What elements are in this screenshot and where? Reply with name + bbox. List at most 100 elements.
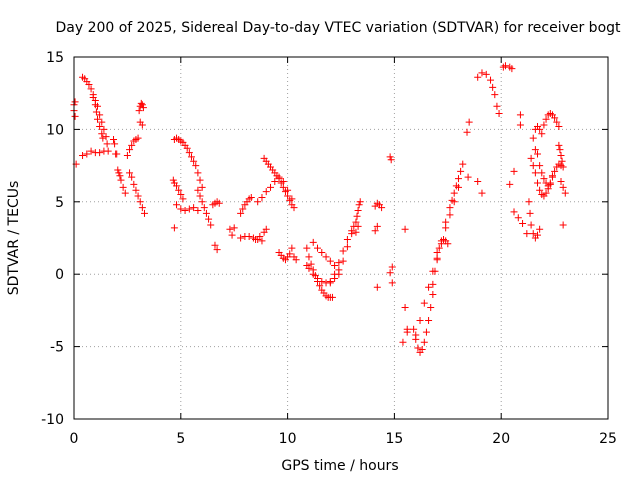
data-point [213, 246, 221, 254]
data-point [387, 156, 395, 164]
data-point [288, 244, 296, 252]
data-point [181, 206, 189, 214]
data-point [548, 172, 556, 180]
y-tick-label: 5 [55, 195, 64, 211]
gridlines [74, 57, 608, 419]
series-arc-7.8-8.8-rise [237, 193, 255, 217]
data-point [114, 166, 122, 174]
data-point [262, 188, 270, 196]
data-point [314, 244, 322, 252]
data-point [128, 141, 136, 149]
data-point [237, 209, 245, 217]
data-point [281, 188, 289, 196]
data-point [215, 199, 223, 207]
data-point [271, 178, 279, 186]
data-point [226, 225, 234, 233]
data-point [489, 83, 497, 91]
data-point [110, 136, 118, 144]
data-point [140, 209, 148, 217]
y-tick-label: 0 [55, 267, 64, 283]
data-point [555, 141, 563, 149]
data-point [198, 183, 206, 191]
data-point [410, 325, 418, 333]
data-point [516, 121, 524, 129]
series-arc-8.5-9.0-low [252, 225, 270, 243]
series-points-20.4-21.3 [506, 111, 531, 238]
plot-frame [73, 56, 609, 420]
series-arc-17.4-18.2 [442, 160, 467, 226]
series-arc-5.9-6.4 [194, 186, 215, 229]
data-point [523, 230, 531, 238]
data-point [559, 183, 567, 191]
data-point [104, 147, 112, 155]
data-point [328, 293, 336, 301]
data-point [433, 256, 441, 264]
x-tick-label: 5 [176, 431, 185, 447]
series-arc-0.9-1.4-lower [89, 94, 107, 142]
data-point [173, 201, 181, 209]
data-point [89, 94, 97, 102]
x-tick-label: 10 [279, 431, 297, 447]
data-point [117, 176, 125, 184]
data-point [478, 69, 486, 77]
data-point [136, 198, 144, 206]
data-point [442, 218, 450, 226]
data-point [538, 169, 546, 177]
series-cluster-13.2-13.4 [352, 198, 364, 236]
data-point [262, 225, 270, 233]
data-point [452, 182, 460, 190]
data-point [230, 224, 238, 232]
data-point [87, 85, 95, 93]
series-arc-15.9-16.8-dip [410, 290, 437, 356]
data-point [138, 121, 146, 129]
data-point [371, 227, 379, 235]
data-point [474, 73, 482, 81]
data-point [71, 98, 79, 106]
data-point [556, 146, 564, 154]
data-point [187, 153, 195, 161]
data-point [356, 198, 364, 206]
series-cluster-1.9-2.1 [110, 136, 125, 184]
series-cluster-9.6-10.4 [275, 244, 300, 264]
data-point [258, 193, 266, 201]
data-point [429, 280, 437, 288]
data-point [116, 172, 124, 180]
data-point [534, 179, 542, 187]
data-point [352, 218, 360, 226]
data-point [134, 192, 142, 200]
series-arc-18.9-19.7 [474, 69, 499, 99]
series-points-18.4-19.1 [463, 118, 486, 197]
y-axis-label: SDTVAR / TECUs [6, 181, 22, 296]
data-point [493, 102, 501, 110]
data-point [339, 257, 347, 265]
data-point [388, 279, 396, 287]
data-point [207, 221, 215, 229]
data-point [170, 224, 178, 232]
data-point [559, 163, 567, 171]
data-point [286, 250, 294, 258]
data-point [420, 338, 428, 346]
data-point [185, 149, 193, 157]
series-arc-21.3-21.8 [525, 198, 544, 242]
series-arc-2.3-3.0 [119, 134, 142, 197]
data-point [303, 244, 311, 252]
data-point [448, 196, 456, 204]
data-point [211, 241, 219, 249]
series-cluster-3.1-3.3 [135, 99, 147, 129]
data-point [99, 134, 107, 142]
data-point [239, 205, 247, 213]
data-point [71, 112, 79, 120]
data-point [121, 189, 129, 197]
data-point [138, 101, 146, 109]
series-points-15.4-15.7 [399, 225, 411, 346]
data-point [202, 209, 210, 217]
data-point [194, 186, 202, 194]
data-point [126, 169, 134, 177]
y-tick-labels: -10 -5 0 5 10 15 [41, 50, 64, 428]
data-point [258, 237, 266, 245]
data-point [546, 179, 554, 187]
data-point [519, 220, 527, 228]
data-point [514, 214, 522, 222]
data-point [93, 115, 101, 123]
